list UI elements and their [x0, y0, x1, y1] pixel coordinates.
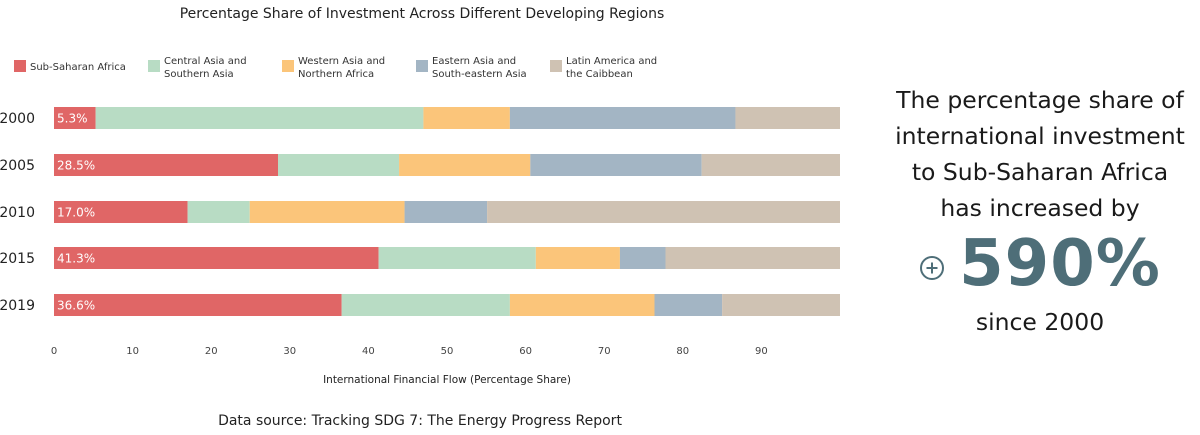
legend-swatch: [282, 60, 294, 72]
summary-line: has increased by: [940, 194, 1140, 222]
bar-segment: [423, 107, 510, 129]
summary-line: The percentage share of: [896, 86, 1184, 114]
bar-segment: [378, 247, 536, 269]
legend-swatch: [148, 60, 160, 72]
legend-swatch: [550, 60, 562, 72]
bar-segment: [249, 201, 405, 223]
y-tick-label: 2005: [0, 158, 35, 174]
bar-segment: [404, 201, 488, 223]
summary-text: The percentage share of international in…: [880, 82, 1200, 226]
bar-data-label: 28.5%: [57, 159, 95, 173]
bar-segment: [399, 154, 531, 176]
bar-data-label: 41.3%: [57, 252, 95, 266]
bar-segment: [54, 247, 379, 269]
summary-line: international investment: [895, 122, 1185, 150]
bar-segment: [509, 107, 736, 129]
bar-area: 5.3% 28.5% 17.0% 41.3% 36.6%: [54, 107, 840, 316]
bar-segment: [95, 107, 424, 129]
x-tick-label: 0: [51, 346, 57, 357]
legend-label: South-eastern Asia: [432, 69, 527, 80]
bar-segment: [722, 294, 840, 316]
since-text: since 2000: [975, 308, 1105, 336]
bar-segment: [665, 247, 840, 269]
chart-title: Percentage Share of Investment Across Di…: [180, 6, 665, 22]
plus-circle-icon: [920, 256, 945, 280]
bar-segment: [54, 294, 342, 316]
legend-label: Central Asia and: [164, 56, 247, 67]
stacked-bar-chart: Percentage Share of Investment Across Di…: [0, 6, 840, 386]
legend-swatch: [416, 60, 428, 72]
y-tick-label: 2000: [0, 111, 35, 127]
x-axis: 0 10 20 30 40 50 60 70 80 90: [51, 346, 768, 357]
chart-legend: Sub-Saharan Africa Central Asia and Southe…: [14, 56, 657, 80]
data-source-note: Data source: Tracking SDG 7: The Energy …: [218, 413, 622, 429]
legend-swatch: [14, 60, 26, 72]
x-axis-label: International Financial Flow (Percentage…: [323, 374, 571, 386]
bar-segment: [487, 201, 840, 223]
legend-label: Southern Asia: [164, 69, 234, 80]
x-tick-label: 40: [362, 346, 375, 357]
legend-label: Latin America and: [566, 56, 657, 67]
x-tick-label: 60: [519, 346, 532, 357]
x-tick-label: 10: [126, 346, 139, 357]
y-tick-label: 2015: [0, 251, 35, 267]
bar-segment: [735, 107, 840, 129]
x-tick-label: 50: [441, 346, 454, 357]
bar-segment: [509, 294, 655, 316]
bar-data-label: 17.0%: [57, 206, 95, 220]
highlight-value: 590%: [959, 227, 1161, 301]
bar-segment: [530, 154, 702, 176]
y-tick-label: 2019: [0, 298, 35, 314]
highlight-stat: 590%: [880, 224, 1200, 304]
legend-label: Northern Africa: [298, 69, 374, 80]
bar-segment: [619, 247, 666, 269]
legend-label: Eastern Asia and: [432, 56, 516, 67]
x-tick-label: 30: [283, 346, 296, 357]
y-tick-label: 2010: [0, 205, 35, 221]
legend-label: the Caibbean: [566, 69, 633, 80]
x-tick-label: 80: [676, 346, 689, 357]
bar-segment: [54, 154, 279, 176]
bar-segment: [701, 154, 840, 176]
bar-data-label: 36.6%: [57, 299, 95, 313]
x-tick-label: 20: [205, 346, 218, 357]
x-tick-label: 90: [755, 346, 768, 357]
bar-segment: [341, 294, 510, 316]
bar-segment: [54, 201, 188, 223]
bar-segment: [54, 107, 96, 129]
legend-label: Western Asia and: [298, 56, 385, 67]
summary-line: to Sub-Saharan Africa: [911, 158, 1169, 186]
y-axis: 2000 2005 2010 2015 2019: [0, 111, 35, 314]
bar-segment: [187, 201, 250, 223]
bar-segment: [535, 247, 620, 269]
bar-segment: [654, 294, 723, 316]
x-tick-label: 70: [598, 346, 611, 357]
bar-data-label: 5.3%: [57, 112, 88, 126]
legend-label: Sub-Saharan Africa: [30, 62, 126, 73]
bar-segment: [278, 154, 400, 176]
